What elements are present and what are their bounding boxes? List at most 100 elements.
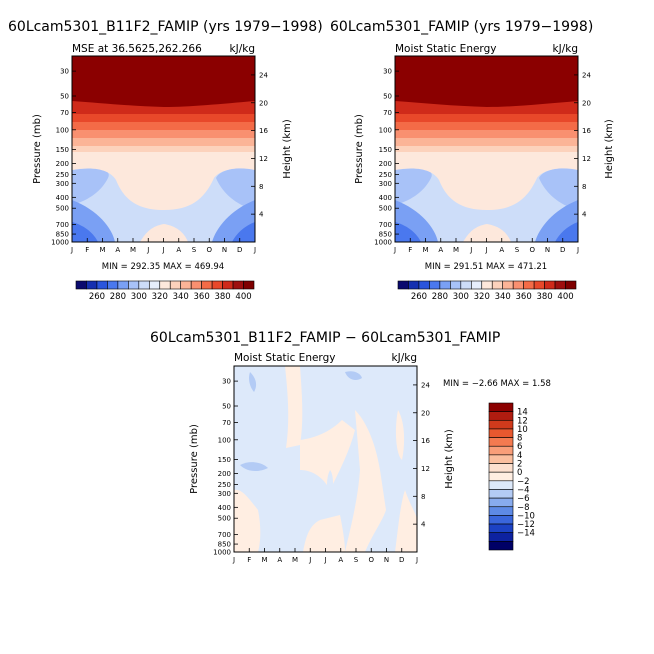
colorbar-swatch	[481, 280, 493, 290]
colorbar-swatch	[190, 280, 202, 290]
colorbar-swatch	[222, 280, 234, 290]
panel-1-blue-band-right	[216, 168, 255, 210]
panel-3-units: kJ/kg	[392, 352, 417, 364]
colorbar-label: −2	[517, 477, 530, 487]
y-tick-label: 850	[56, 231, 69, 239]
colorbar-label: 400	[235, 292, 251, 302]
panel-3-cool-spot-mid-left	[240, 462, 268, 472]
panel-1-blue-band-left	[72, 168, 109, 205]
y-tick-label: 700	[56, 221, 69, 229]
x-tick-label: A	[115, 246, 120, 254]
x-tick-label: S	[354, 556, 359, 564]
x-tick-label: M	[130, 246, 136, 254]
y-tick-label: 150	[379, 146, 392, 154]
x-tick-label: J	[70, 246, 73, 254]
panel-2-plot	[394, 55, 579, 243]
colorbar-swatch	[491, 280, 504, 290]
y-tick-label: 250	[379, 171, 392, 179]
y-right-tick-label: 24	[259, 71, 268, 79]
panel-2-blue-band-left	[395, 168, 432, 205]
colorbar-swatch	[488, 445, 514, 456]
colorbar-swatch	[169, 280, 182, 290]
colorbar-swatch	[533, 280, 545, 290]
colorbar-swatch	[488, 480, 514, 490]
y-tick-label: 200	[379, 160, 392, 168]
colorbar-swatch	[488, 532, 514, 542]
y-tick-label: 50	[222, 403, 231, 411]
colorbar-swatch	[397, 280, 409, 290]
y-tick-label: 250	[218, 481, 231, 489]
y-tick-label: 500	[218, 515, 231, 523]
colorbar-label: 300	[453, 292, 469, 302]
colorbar-label: 280	[110, 292, 126, 302]
colorbar-swatch	[96, 280, 108, 290]
colorbar-swatch	[460, 280, 472, 290]
panel-3-plot	[233, 365, 418, 553]
y-right-tick-label: 16	[582, 127, 591, 135]
y-right-tick-label: 4	[421, 521, 426, 529]
panel-3-colorbar-boxes	[488, 402, 514, 551]
x-tick-label: M	[292, 556, 298, 564]
panel-2-left-string: Moist Static Energy	[395, 43, 496, 55]
x-tick-label: N	[545, 246, 550, 254]
colorbar-label: 4	[517, 451, 522, 461]
colorbar-swatch	[488, 515, 514, 525]
colorbar-label: −8	[517, 503, 530, 513]
colorbar-swatch	[565, 280, 577, 290]
y-tick-label: 400	[379, 194, 392, 202]
panel-1-blue-core-right	[232, 222, 255, 242]
colorbar-label: −4	[517, 485, 530, 495]
panel-1-plot	[71, 55, 256, 243]
panel-2-blue-band-right	[539, 168, 578, 210]
x-tick-label: J	[415, 556, 418, 564]
x-tick-label: F	[85, 246, 89, 254]
panel-3-ylabel: Pressure (mb)	[189, 424, 200, 494]
panel-3-warm-tongue	[345, 410, 386, 552]
colorbar-swatch	[418, 280, 430, 290]
y-right-tick-label: 8	[582, 183, 586, 191]
x-tick-label: F	[408, 246, 412, 254]
colorbar-label: 340	[495, 292, 511, 302]
panel-3-left-string: Moist Static Energy	[234, 352, 335, 364]
x-tick-label: O	[368, 556, 374, 564]
panel-2-blue-core-right	[555, 222, 578, 242]
x-tick-label: J	[576, 246, 579, 254]
colorbar-label: 400	[557, 292, 573, 302]
x-tick-label: M	[261, 556, 267, 564]
colorbar-swatch	[159, 280, 171, 290]
colorbar-swatch	[488, 523, 514, 534]
colorbar-label: 300	[131, 292, 147, 302]
x-tick-label: M	[453, 246, 459, 254]
x-tick-label: J	[469, 246, 472, 254]
panel-2-units: kJ/kg	[553, 43, 578, 55]
panel-2-colorbar-labels: 260 280 300 320 340 360 380 400	[411, 292, 574, 302]
colorbar-swatch	[75, 280, 87, 290]
x-tick-label: F	[247, 556, 251, 564]
colorbar-swatch	[232, 280, 244, 290]
colorbar-swatch	[502, 280, 514, 290]
y-tick-label: 200	[218, 470, 231, 478]
y-right-tick-label: 20	[421, 409, 430, 417]
colorbar-label: −12	[517, 520, 535, 530]
colorbar-swatch	[128, 280, 140, 290]
y-tick-label: 50	[60, 93, 69, 101]
y-tick-label: 30	[60, 68, 69, 76]
y-tick-label: 300	[56, 180, 69, 188]
colorbar-swatch	[243, 280, 255, 290]
y-tick-label: 1000	[51, 239, 69, 247]
colorbar-label: 260	[89, 292, 105, 302]
colorbar-label: −10	[517, 511, 535, 521]
panel-3-warm-island-right	[395, 410, 405, 460]
colorbar-label: 320	[474, 292, 490, 302]
x-tick-label: N	[222, 246, 227, 254]
colorbar-swatch	[554, 280, 566, 290]
y-right-tick-label: 4	[582, 211, 587, 219]
y-tick-label: 150	[56, 146, 69, 154]
panel-1-colorbar-labels: 260 280 300 320 340 360 380 400	[89, 292, 252, 302]
colorbar-label: 320	[152, 292, 168, 302]
colorbar-swatch	[488, 411, 514, 421]
x-tick-label: M	[99, 246, 105, 254]
colorbar-swatch	[117, 280, 129, 290]
y-right-tick-label: 4	[259, 211, 264, 219]
y-tick-label: 30	[383, 68, 392, 76]
